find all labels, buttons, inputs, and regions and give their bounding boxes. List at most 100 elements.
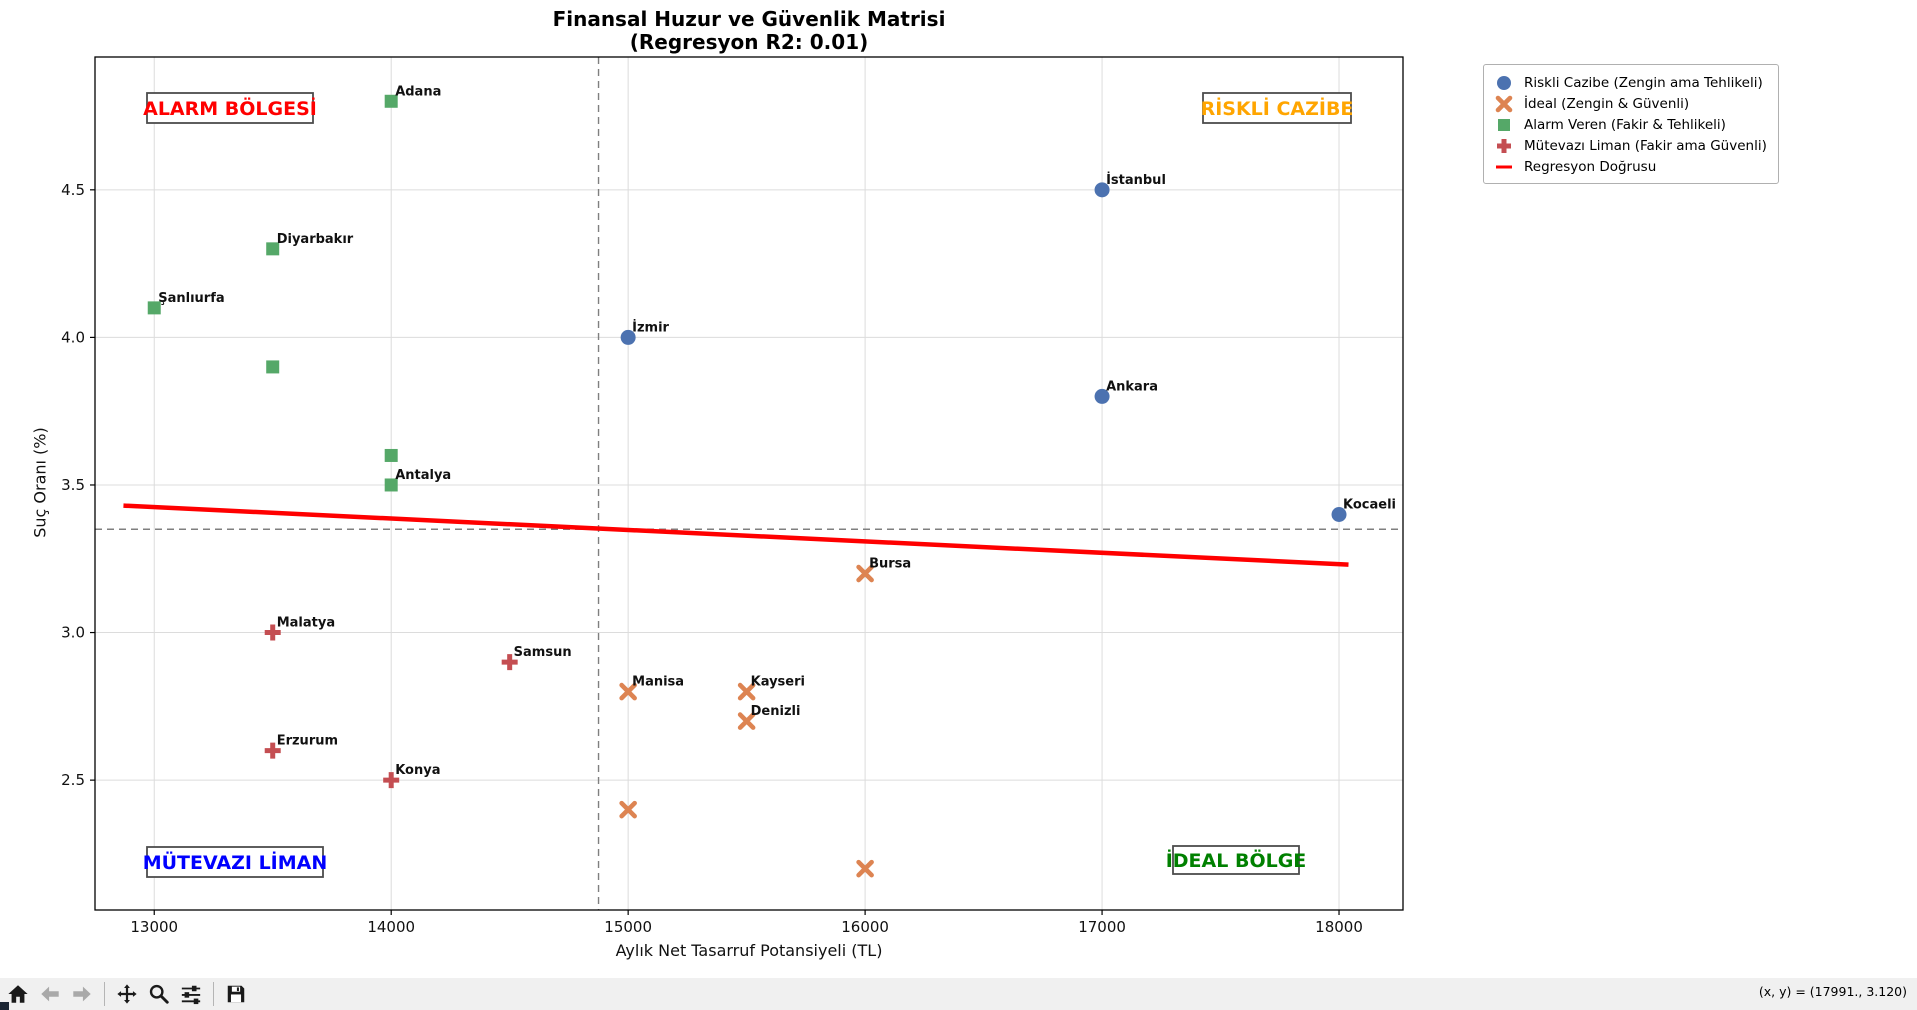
navigation-toolbar xyxy=(0,978,1917,1010)
figure-canvas[interactable]: 13000 14000 15000 16000 17000 18000 2.5 3.0 3.5 4… xyxy=(0,0,1917,978)
city-label: Konya xyxy=(395,763,440,778)
quadrant-label: İDEAL BÖLGE xyxy=(1166,848,1307,872)
scatter-point xyxy=(856,859,874,878)
line-marker-icon xyxy=(1496,165,1512,168)
city-label: Diyarbakır xyxy=(277,232,354,247)
y-tick-label: 4.5 xyxy=(61,181,85,199)
scatter-point xyxy=(384,448,398,462)
screen-corner-fragment xyxy=(0,1002,9,1010)
scatter-point xyxy=(1495,95,1513,112)
scatter-point xyxy=(1331,506,1347,522)
scatter-point xyxy=(147,301,161,315)
legend-entry: Regresyon Doğrusu xyxy=(1494,156,1768,177)
scatter-point xyxy=(264,742,281,759)
legend-entry-label: İdeal (Zengin & Güvenli) xyxy=(1524,95,1690,112)
figure-title: Finansal Huzur ve Güvenlik Matrisi (Regr… xyxy=(95,8,1403,54)
scatter-point xyxy=(264,624,281,641)
scatter-point xyxy=(619,800,637,819)
city-label: Kayseri xyxy=(751,675,805,690)
legend-entry: İdeal (Zengin & Güvenli) xyxy=(1494,93,1768,114)
y-axis-label: Suç Oranı (%) xyxy=(30,427,50,538)
y-tick-label: 3.5 xyxy=(61,476,85,494)
scatter-point xyxy=(1497,138,1511,153)
quadrant-box xyxy=(146,846,324,878)
home-icon xyxy=(8,985,28,1003)
magnifier-icon xyxy=(149,984,169,1004)
x-tick-label: 18000 xyxy=(1315,918,1363,936)
scatter-point xyxy=(619,682,637,701)
city-label: Ankara xyxy=(1106,379,1158,394)
square-marker-icon xyxy=(1498,118,1510,131)
plus-marker-icon xyxy=(1497,138,1511,153)
quadrant-box xyxy=(1172,845,1300,875)
quadrant-box xyxy=(146,92,314,124)
legend-entry-label: Alarm Veren (Fakir & Tehlikeli) xyxy=(1524,116,1726,133)
regression-line xyxy=(123,503,1349,567)
legend-entry-label: Mütevazı Liman (Fakir ama Güvenli) xyxy=(1524,137,1767,154)
x-tick-label: 16000 xyxy=(841,918,889,936)
x-tick-label: 17000 xyxy=(1078,918,1126,936)
figure-title-line1: Finansal Huzur ve Güvenlik Matrisi xyxy=(552,7,946,31)
city-label: Denizli xyxy=(751,704,801,719)
scatter-point xyxy=(266,360,280,374)
scatter-point xyxy=(620,329,636,345)
scatter-point xyxy=(737,682,756,701)
legend-entry: Riskli Cazibe (Zengin ama Tehlikeli) xyxy=(1494,72,1768,93)
city-label: Adana xyxy=(395,84,441,99)
x-tick-label: 13000 xyxy=(130,918,178,936)
scatter-point xyxy=(501,654,518,671)
city-label: Samsun xyxy=(514,645,572,660)
city-label: Manisa xyxy=(632,675,684,690)
city-label: Kocaeli xyxy=(1343,497,1396,512)
x-tick-label: 14000 xyxy=(367,918,415,936)
legend-entry-label: Regresyon Doğrusu xyxy=(1524,158,1657,175)
back-arrow-icon xyxy=(41,986,59,1002)
sliders-icon xyxy=(181,985,201,1005)
scatter-point xyxy=(266,242,280,256)
save-button[interactable] xyxy=(222,980,250,1008)
legend-entry-label: Riskli Cazibe (Zengin ama Tehlikeli) xyxy=(1524,74,1763,91)
y-tick-label: 4.0 xyxy=(61,328,85,346)
city-label: Bursa xyxy=(869,557,911,572)
legend-entry: Alarm Veren (Fakir & Tehlikeli) xyxy=(1494,114,1768,135)
city-label: İzmir xyxy=(632,319,669,335)
x-tick-label: 15000 xyxy=(604,918,652,936)
scatter-point xyxy=(384,478,398,492)
back-button[interactable] xyxy=(36,980,64,1008)
figure-title-line2: (Regresyon R2: 0.01) xyxy=(629,30,869,54)
configure-subplots-button[interactable] xyxy=(177,980,205,1008)
scatter-point xyxy=(1094,388,1110,404)
scatter-plot: 13000 14000 15000 16000 17000 18000 2.5 3.0 3.5 4… xyxy=(61,56,1404,936)
zoom-button[interactable] xyxy=(145,980,173,1008)
toolbar-separator xyxy=(104,982,105,1006)
city-label: Şanlıurfa xyxy=(158,291,224,306)
quadrant-label: MÜTEVAZI LİMAN xyxy=(143,850,328,874)
pan-icon xyxy=(117,984,137,1004)
scatter-point xyxy=(1094,182,1110,198)
save-floppy-icon xyxy=(227,985,245,1003)
pan-button[interactable] xyxy=(113,980,141,1008)
scatter-point xyxy=(1498,118,1510,131)
y-tick-label: 2.5 xyxy=(61,771,85,789)
toolbar-separator xyxy=(213,982,214,1006)
city-label: Malatya xyxy=(277,616,335,631)
scatter-point xyxy=(1497,75,1511,90)
x-axis-label: Aylık Net Tasarruf Potansiyeli (TL) xyxy=(615,941,883,960)
quadrant-box xyxy=(1202,92,1352,124)
forward-arrow-icon xyxy=(73,986,91,1002)
home-button[interactable] xyxy=(4,980,32,1008)
forward-button[interactable] xyxy=(68,980,96,1008)
axes-border xyxy=(94,56,1404,911)
scatter-point xyxy=(737,712,756,730)
city-label: Erzurum xyxy=(277,734,338,749)
city-label: İstanbul xyxy=(1106,172,1166,188)
legend-entry: Mütevazı Liman (Fakir ama Güvenli) xyxy=(1494,135,1768,156)
x-marker-icon xyxy=(1495,95,1513,112)
y-tick-label: 3.0 xyxy=(61,624,85,642)
quadrant-label: RİSKLİ CAZİBE xyxy=(1201,96,1354,120)
scatter-point xyxy=(384,94,398,108)
circle-marker-icon xyxy=(1497,75,1511,90)
legend-box: Riskli Cazibe (Zengin ama Tehlikeli) İdea… xyxy=(1483,64,1779,184)
scatter-point xyxy=(383,772,400,789)
